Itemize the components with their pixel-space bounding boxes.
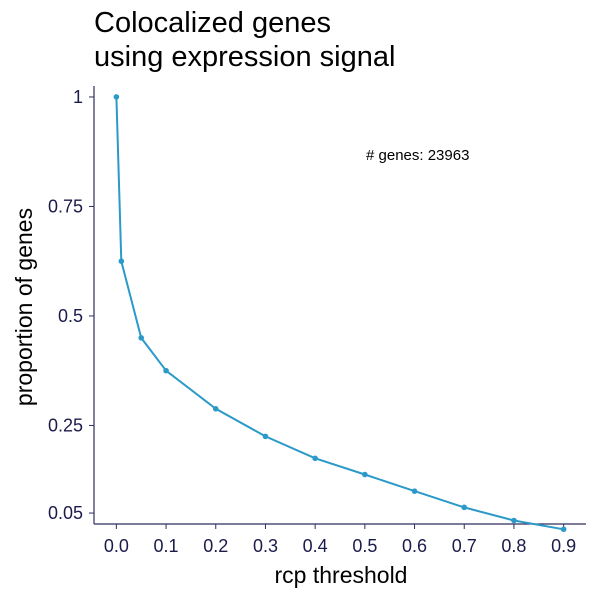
y-tick-label: 1 xyxy=(73,87,83,107)
x-tick-label: 0.0 xyxy=(104,536,129,556)
data-point xyxy=(560,526,567,533)
y-tick-label: 0.5 xyxy=(58,306,83,326)
x-tick-label: 0.4 xyxy=(303,536,328,556)
x-tick-label: 0.3 xyxy=(253,536,278,556)
x-tick-label: 0.9 xyxy=(551,536,576,556)
data-point xyxy=(163,367,169,374)
y-tick-label: 0.75 xyxy=(48,196,83,216)
x-axis-title: rcp threshold xyxy=(275,562,408,588)
data-point xyxy=(461,504,468,511)
y-tick-label: 0.05 xyxy=(48,503,83,523)
data-series xyxy=(113,94,567,533)
y-axis-title: proportion of genes xyxy=(11,208,37,406)
x-tick-label: 0.5 xyxy=(352,536,377,556)
data-point xyxy=(262,433,269,440)
data-point xyxy=(362,471,368,478)
data-point xyxy=(118,258,125,265)
x-tick-label: 0.8 xyxy=(501,536,526,556)
x-tick-label: 0.1 xyxy=(154,536,179,556)
data-point xyxy=(312,455,318,462)
data-point xyxy=(411,488,418,494)
data-point xyxy=(212,406,219,412)
chart-title: Colocalized genes using expression signa… xyxy=(94,6,395,74)
chart-title-line-2: using expression signal xyxy=(94,41,396,73)
y-axis-ticks: 0.05 0.25 0.5 0.75 1 xyxy=(48,87,94,523)
y-tick-label: 0.25 xyxy=(48,415,83,435)
series-line xyxy=(115,96,564,531)
x-tick-label: 0.2 xyxy=(203,536,228,556)
x-tick-label: 0.6 xyxy=(402,536,427,556)
axes xyxy=(93,86,586,525)
data-point xyxy=(113,94,120,100)
x-axis-ticks: 0.0 0.1 0.2 0.3 0.4 0.5 0.6 0.7 0.8 0.9 xyxy=(104,524,576,556)
data-point xyxy=(511,517,517,524)
data-point xyxy=(138,335,145,341)
gene-count-annotation: # genes: 23963 xyxy=(366,147,469,164)
x-tick-label: 0.7 xyxy=(452,536,477,556)
chart-title-line-1: Colocalized genes xyxy=(94,7,331,39)
